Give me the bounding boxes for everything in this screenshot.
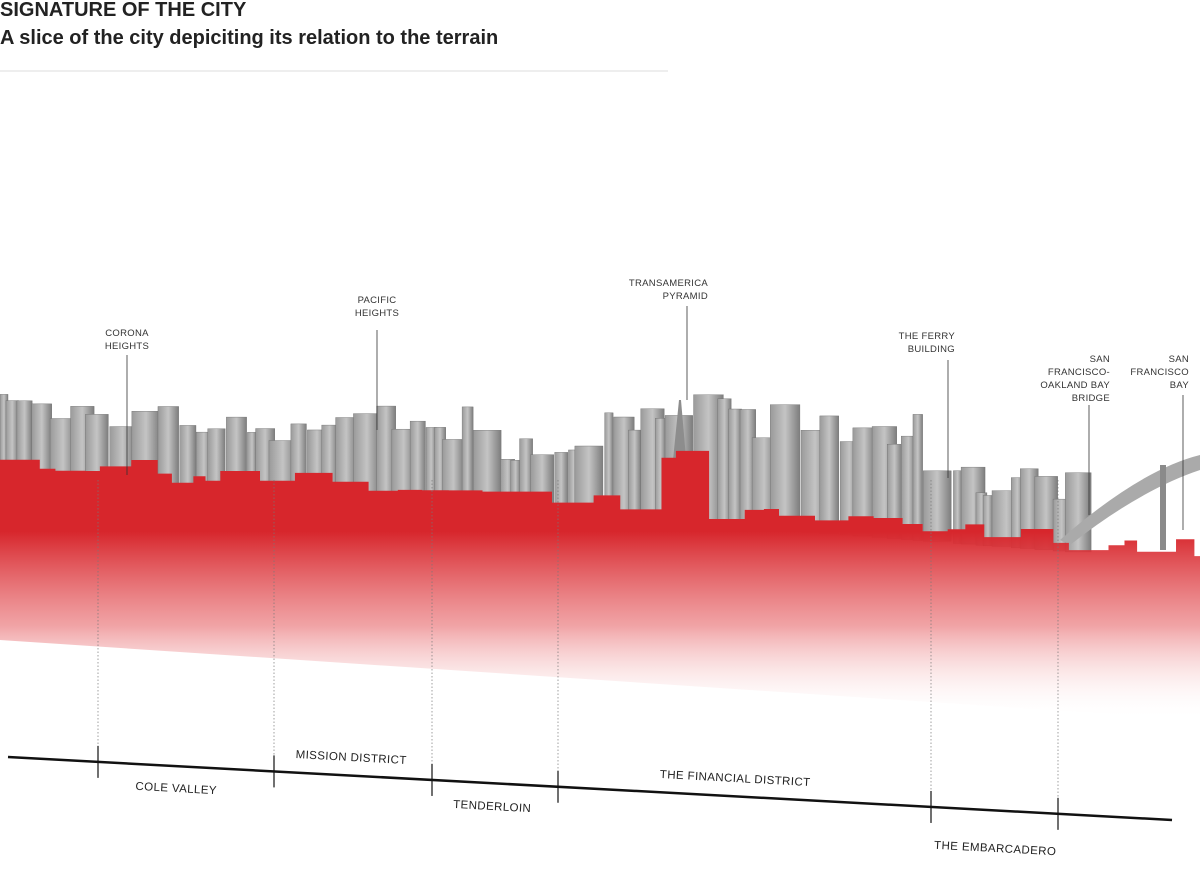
district-label: TENDERLOIN: [453, 799, 532, 815]
building: [628, 429, 642, 520]
district-label: THE EMBARCADERO: [934, 840, 1057, 859]
subtitle: A slice of the city depiciting its relat…: [0, 27, 498, 49]
building: [770, 404, 801, 530]
building: [912, 414, 923, 541]
landmark-label: BUILDING: [908, 344, 955, 355]
building: [819, 415, 839, 534]
landmark-label: SAN: [1169, 354, 1189, 365]
city-model: [0, 394, 1200, 553]
landmark-label: BRIDGE: [1072, 393, 1110, 404]
terrain-fill: [0, 450, 1200, 720]
building: [728, 408, 742, 527]
building: [922, 470, 952, 542]
landmark-label: BAY: [1170, 380, 1190, 391]
building: [157, 406, 179, 485]
landmark-label: TRANSAMERICA: [629, 278, 708, 289]
landmark-label: CORONA: [105, 328, 149, 339]
landmark-label: HEIGHTS: [105, 341, 149, 352]
terrain-section: [0, 450, 1200, 720]
labels: CORONA HEIGHTS PACIFIC HEIGHTS TRANSAMERICA P…: [105, 278, 1190, 859]
landmark-label: HEIGHTS: [355, 308, 399, 319]
landmark-label: PACIFIC: [358, 295, 397, 306]
district-label: COLE VALLEY: [135, 781, 217, 797]
landmark-label: PYRAMID: [663, 291, 708, 302]
landmark-label: SAN: [1090, 354, 1110, 365]
district-label: THE FINANCIAL DISTRICT: [660, 769, 811, 789]
landmark-label: FRANCISCO-: [1048, 367, 1110, 378]
landmark-label: FRANCISCO: [1130, 367, 1189, 378]
landmark-label: THE FERRY: [899, 331, 956, 342]
bridge-tower: [1160, 465, 1166, 550]
baseline: [7, 755, 1173, 822]
landmark-label: OAKLAND BAY: [1040, 380, 1110, 391]
district-label: MISSION DISTRICT: [295, 749, 407, 767]
title: SIGNATURE OF THE CITY: [0, 0, 247, 21]
